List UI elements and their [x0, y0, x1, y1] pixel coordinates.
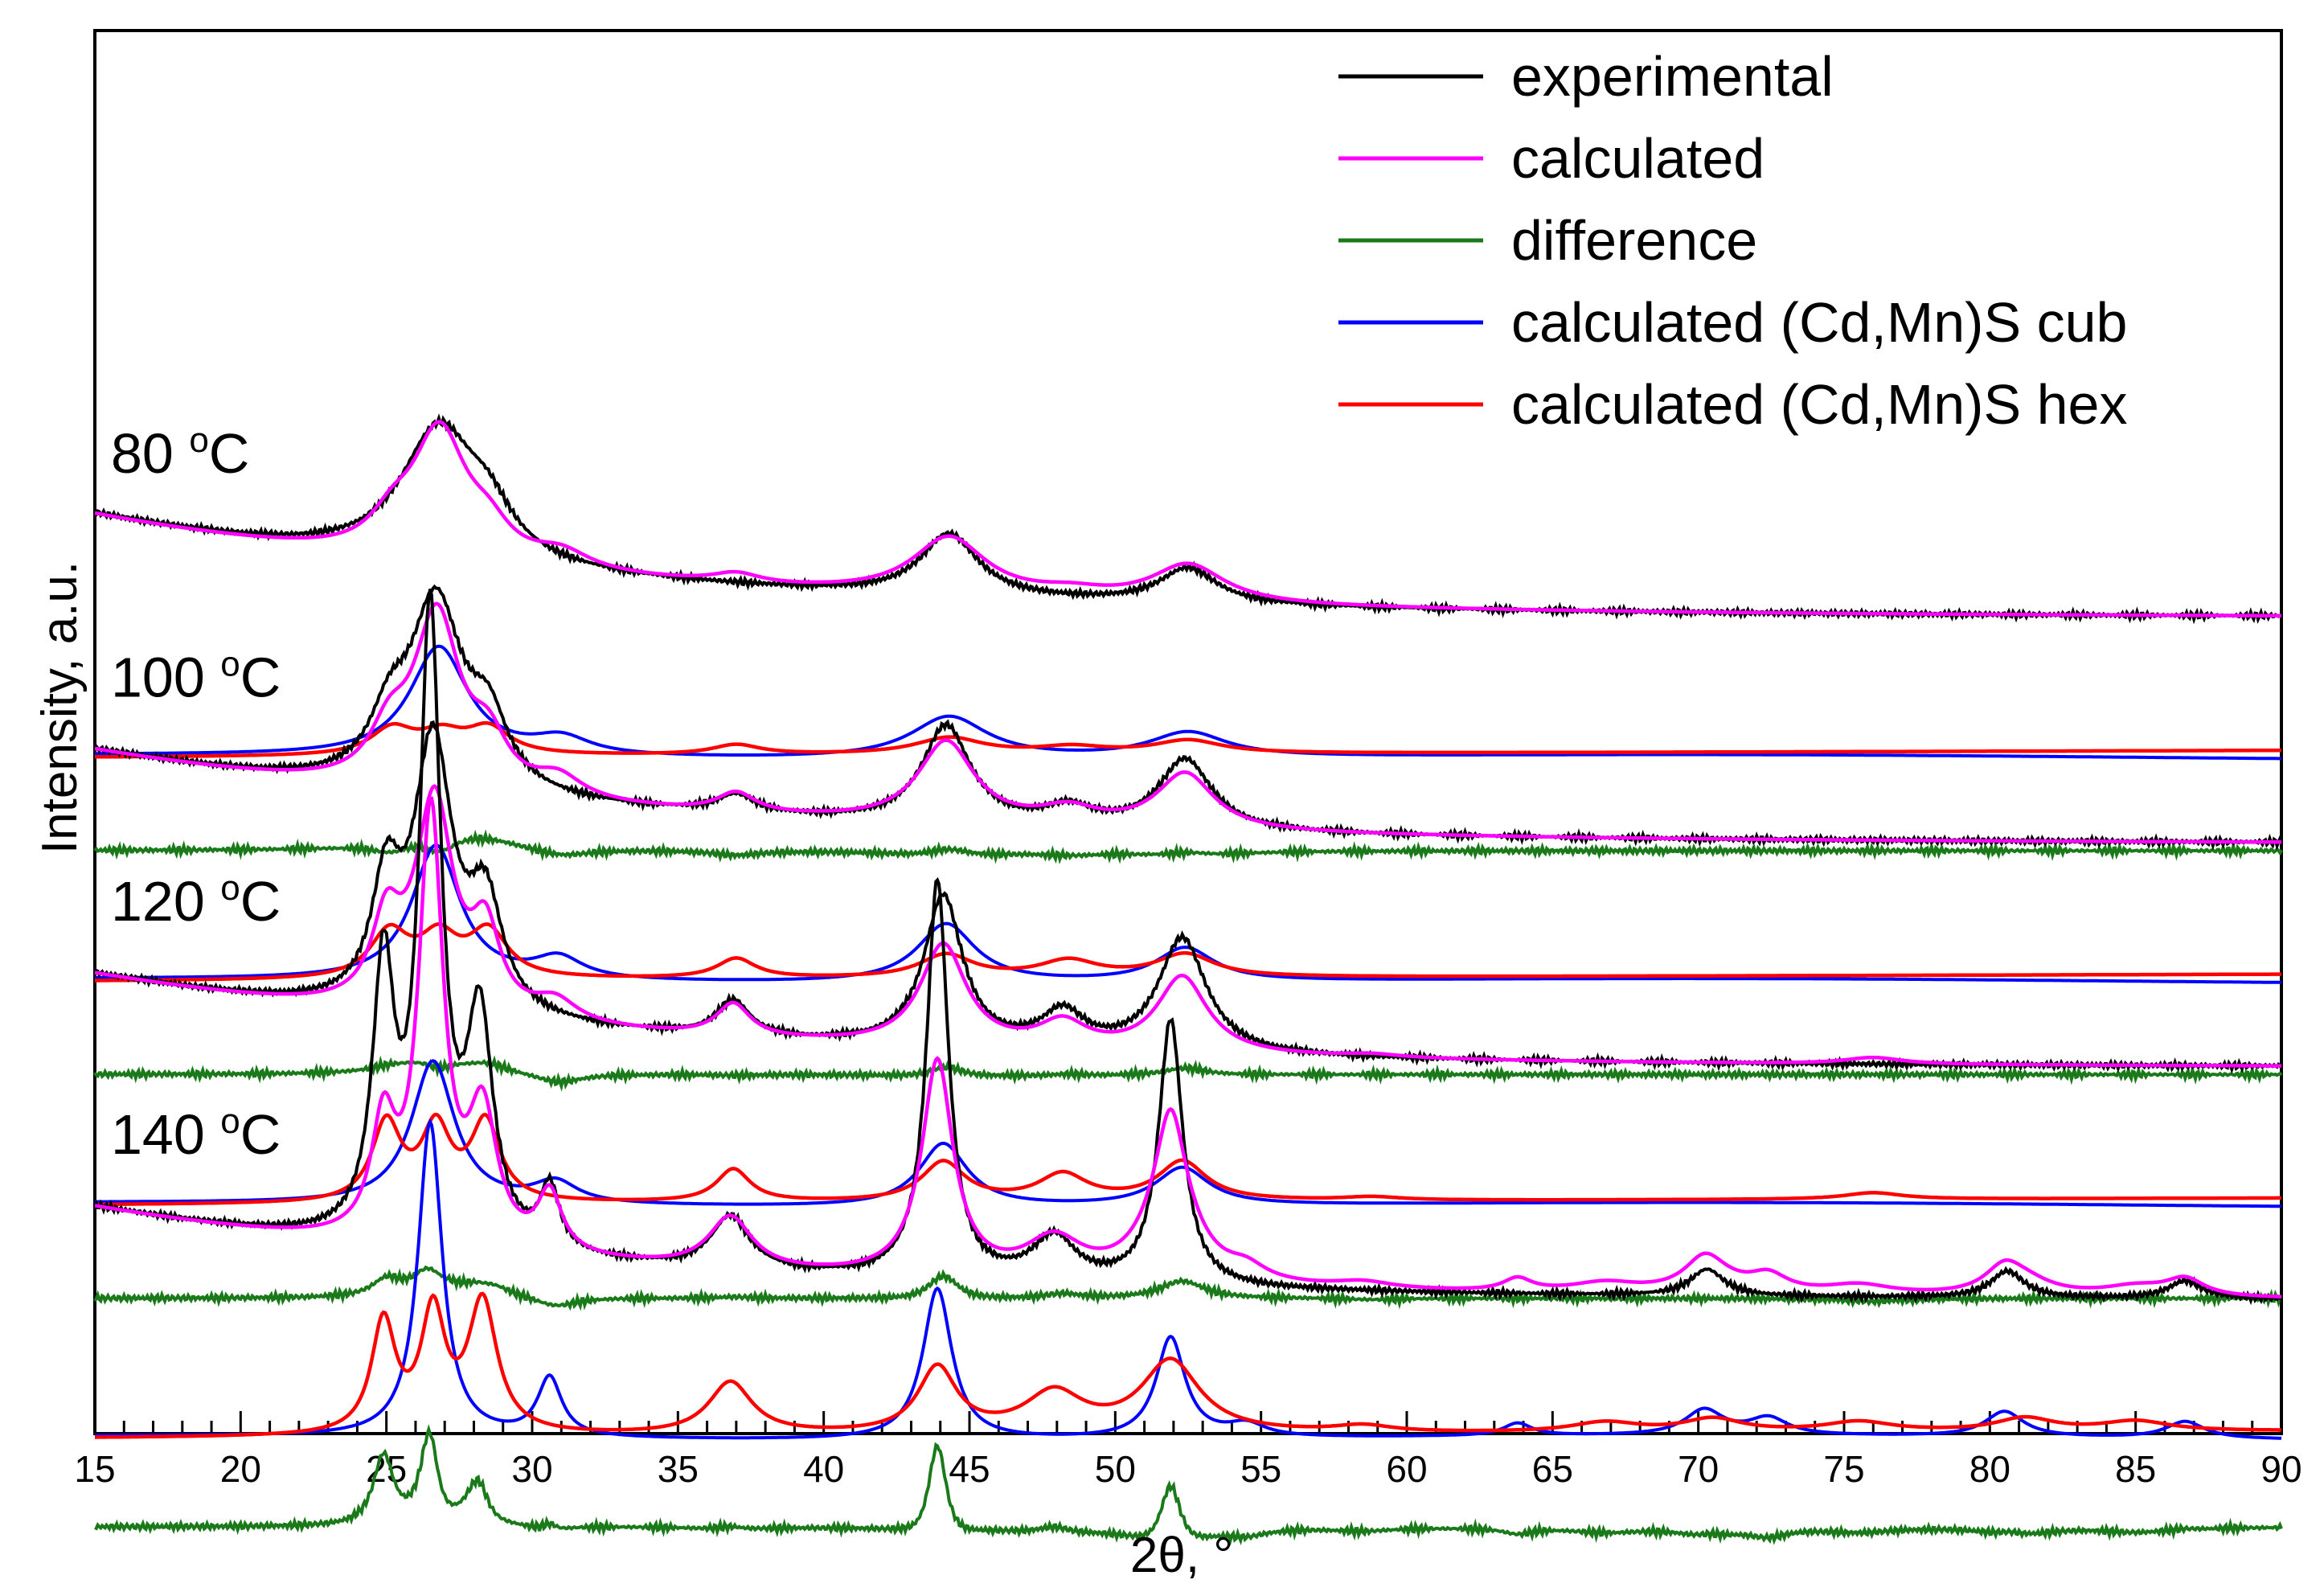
temperature-label: 120 oC — [111, 868, 281, 933]
temperature-label: 80 oC — [111, 421, 249, 485]
x-tick-label: 50 — [1095, 1448, 1136, 1490]
difference-line — [93, 829, 2283, 865]
hexagonal-phase-line — [94, 720, 2281, 759]
x-tick-label: 20 — [220, 1448, 261, 1490]
series-layer — [93, 413, 2283, 1546]
x-axis-tick-labels: 15 20 25 30 35 40 45 50 55 60 65 70 75 80 85 90 — [74, 1448, 2301, 1490]
x-tick-label: 15 — [74, 1448, 115, 1490]
difference-line — [94, 1424, 2283, 1546]
legend-label-calculated: calculated — [1511, 127, 1765, 190]
x-tick-label: 55 — [1240, 1448, 1281, 1490]
legend: experimental calculated difference calculat… — [1338, 45, 2127, 436]
difference-line — [93, 1265, 2283, 1311]
temperature-label: 100 oC — [111, 645, 281, 709]
calculated-line — [94, 796, 2282, 1299]
legend-label-experimental: experimental — [1511, 45, 1834, 108]
calculated-line — [94, 601, 2281, 844]
x-tick-label: 30 — [511, 1448, 552, 1490]
hexagonal-phase-line — [95, 922, 2281, 983]
temperature-label: 140 oC — [111, 1102, 281, 1166]
x-axis-title: 2θ, ° — [1130, 1528, 1233, 1583]
legend-label-hex: calculated (Cd,Mn)S hex — [1511, 373, 2127, 436]
cubic-phase-line — [95, 1118, 2282, 1440]
hexagonal-phase-line — [94, 1112, 2281, 1207]
calculated-line — [94, 784, 2281, 1068]
series-group-100 — [93, 584, 2283, 1092]
temperature-labels: 80 oC 100 oC 120 oC 140 oC — [111, 421, 281, 1166]
x-tick-label: 40 — [803, 1448, 844, 1490]
x-tick-label: 75 — [1823, 1448, 1864, 1490]
x-tick-label: 35 — [658, 1448, 699, 1490]
legend-label-cub: calculated (Cd,Mn)S cub — [1511, 291, 2127, 354]
y-axis-title: Intensity, a.u. — [32, 561, 88, 854]
series-group-80 — [93, 413, 2283, 865]
x-tick-label: 60 — [1386, 1448, 1427, 1490]
series-group-140 — [93, 589, 2283, 1546]
legend-label-difference: difference — [1511, 209, 1757, 272]
hexagonal-phase-line — [95, 1291, 2281, 1439]
x-tick-label: 45 — [949, 1448, 990, 1490]
experimental-line — [93, 720, 2283, 1074]
calculated-line — [94, 420, 2281, 618]
x-tick-label: 90 — [2260, 1448, 2301, 1490]
x-tick-label: 65 — [1532, 1448, 1573, 1490]
difference-line — [93, 1055, 2283, 1092]
x-tick-label: 85 — [2115, 1448, 2156, 1490]
x-tick-label: 80 — [1969, 1448, 2010, 1490]
x-tick-label: 70 — [1678, 1448, 1719, 1490]
